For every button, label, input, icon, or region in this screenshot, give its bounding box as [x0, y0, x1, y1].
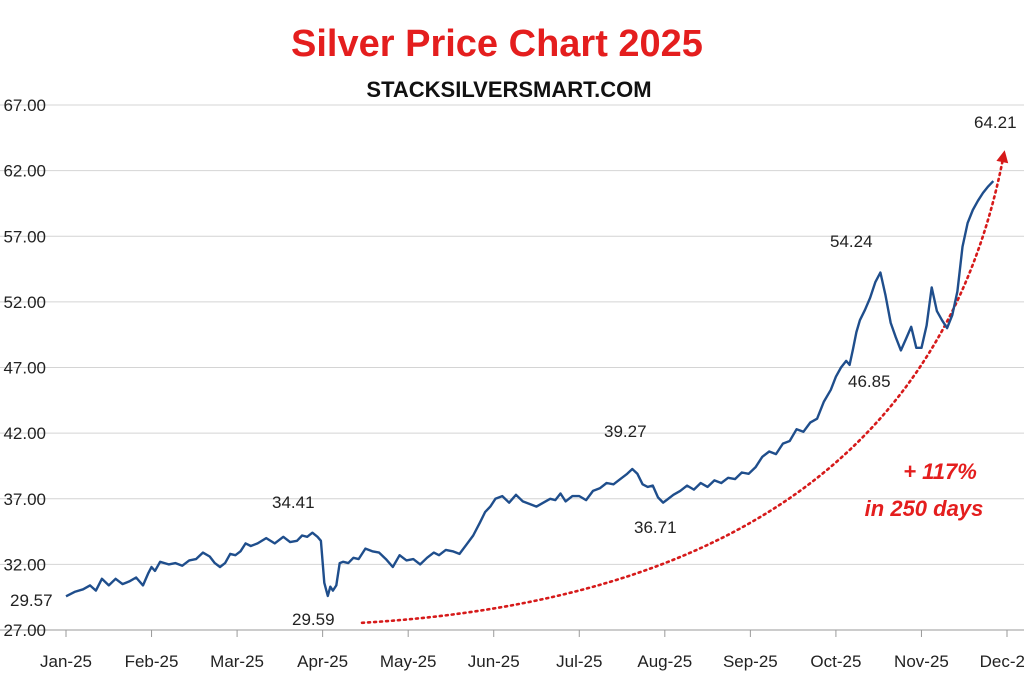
x-tick-label: Sep-25 — [723, 652, 778, 671]
silver-price-line — [65, 180, 995, 598]
x-axis-ticks: Jan-25 Feb-25 Mar-25 Apr-25 May-25 Jun-25 Jul-… — [40, 630, 1024, 671]
y-tick-label: 37.00 — [3, 490, 46, 509]
x-tick-label: Nov-25 — [894, 652, 949, 671]
label-start: 29.57 — [10, 591, 53, 610]
chart-title: Silver Price Chart 2025 — [291, 23, 703, 65]
x-tick-label: Feb-25 — [125, 652, 179, 671]
label-jul-high: 39.27 — [604, 422, 647, 441]
y-axis-ticks: 27.00 32.00 37.00 42.00 47.00 52.00 57.00 62.00… — [3, 96, 46, 640]
x-tick-label: May-25 — [380, 652, 437, 671]
growth-label-days: in 250 days — [865, 496, 984, 521]
x-tick-label: Apr-25 — [297, 652, 348, 671]
y-tick-label: 67.00 — [3, 96, 46, 115]
x-tick-label: Oct-25 — [810, 652, 861, 671]
x-tick-label: Jun-25 — [468, 652, 520, 671]
x-tick-label: Jan-25 — [40, 652, 92, 671]
label-end: 64.21 — [974, 113, 1017, 132]
label-apr-low: 29.59 — [292, 610, 335, 629]
growth-arrow-head — [996, 150, 1009, 164]
y-tick-label: 62.00 — [3, 162, 46, 181]
y-tick-label: 47.00 — [3, 359, 46, 378]
gridlines — [0, 104, 1024, 631]
x-tick-label: Aug-25 — [637, 652, 692, 671]
label-apr-high: 34.41 — [272, 493, 315, 512]
x-tick-label: Mar-25 — [210, 652, 264, 671]
growth-arrow-curve — [360, 158, 1004, 625]
growth-label-percent: + 117% — [903, 459, 977, 484]
y-tick-label: 32.00 — [3, 555, 46, 574]
x-tick-label: Jul-25 — [556, 652, 602, 671]
y-tick-label: 27.00 — [3, 621, 46, 640]
y-tick-label: 57.00 — [3, 227, 46, 246]
chart-subtitle: STACKSILVERSMART.COM — [366, 77, 651, 102]
label-oct-low: 46.85 — [848, 372, 891, 391]
label-aug-low: 36.71 — [634, 518, 677, 537]
x-tick-label: Dec-25 — [980, 652, 1024, 671]
y-tick-label: 52.00 — [3, 293, 46, 312]
label-oct-high: 54.24 — [830, 232, 873, 251]
y-tick-label: 42.00 — [3, 424, 46, 443]
